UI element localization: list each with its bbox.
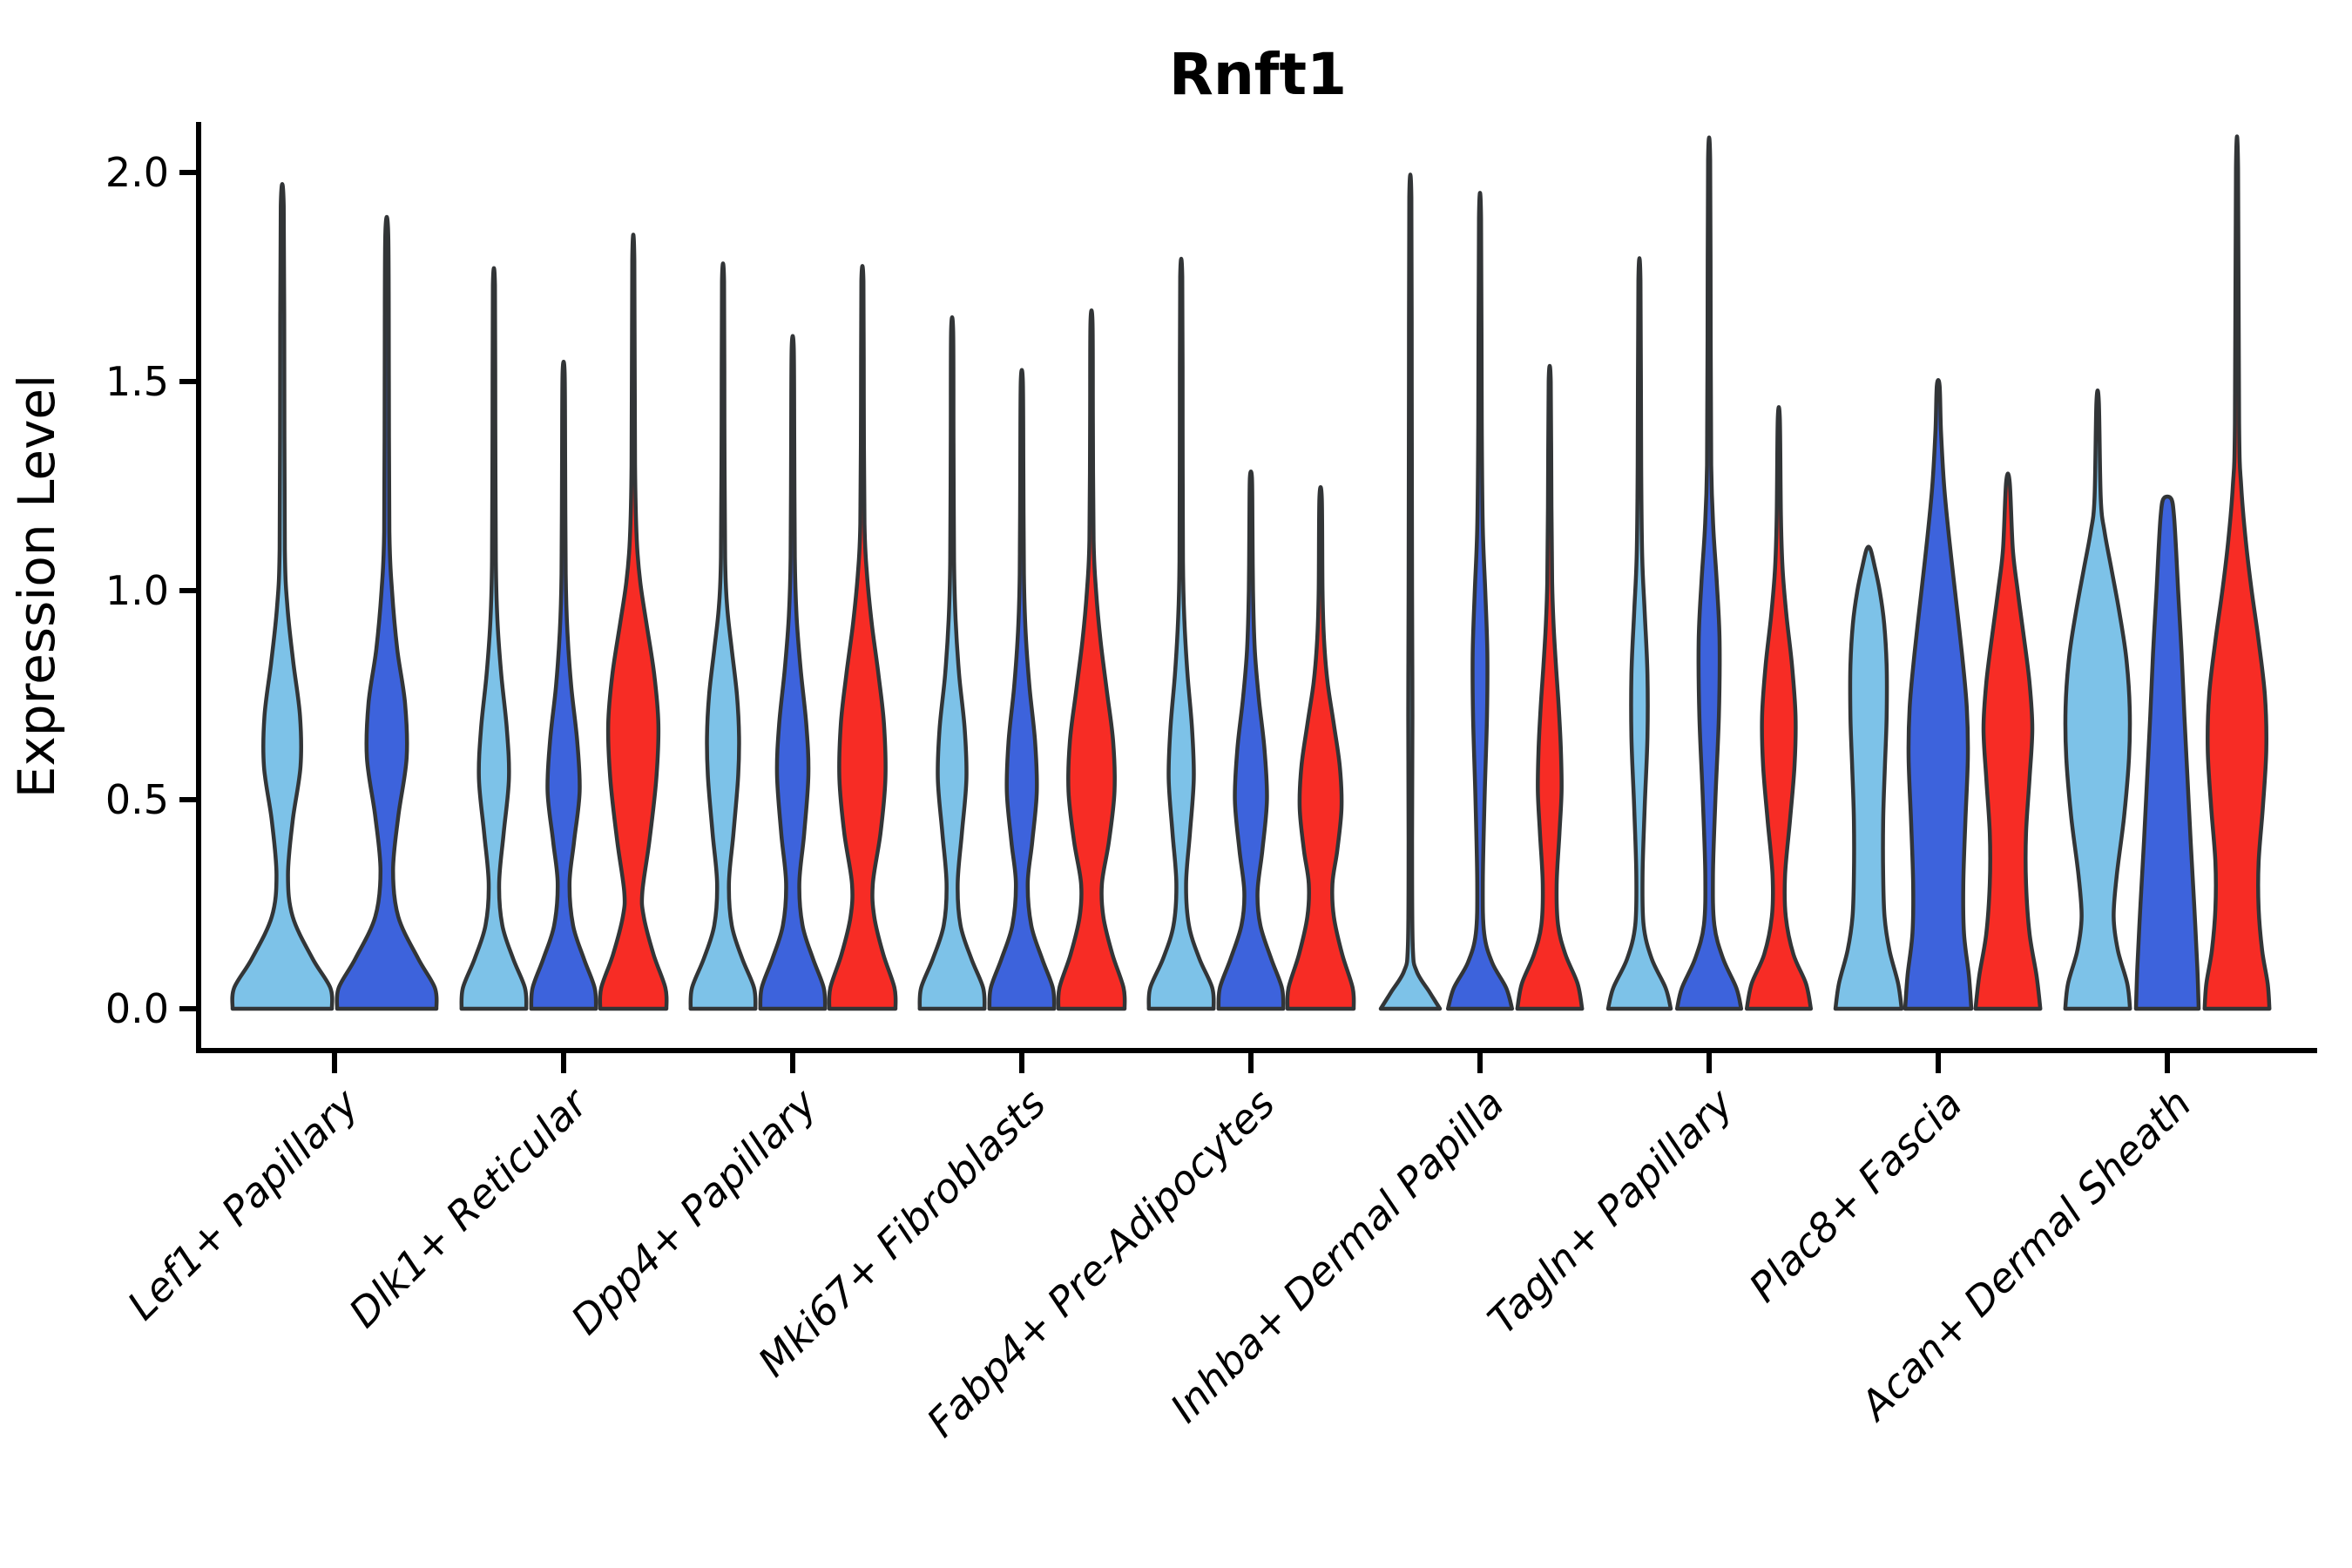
violin-inhba-dermal-papilla-dark_blue <box>1445 191 1515 1011</box>
violin-dlk1-reticular-red <box>598 233 669 1011</box>
y-tick-label: 0.5 <box>105 776 169 823</box>
violin-tagln-papillary-light_blue <box>1605 256 1673 1011</box>
violin-fabp4-pre-adipocytes-light_blue <box>1146 256 1216 1011</box>
y-tick-label: 1.0 <box>105 567 169 614</box>
x-tick-label: Dpp4+ Papillary <box>562 1079 826 1343</box>
violin-acan-dermal-sheath-red <box>2202 134 2272 1011</box>
violin-mki67-fibroblasts-dark_blue <box>987 368 1057 1011</box>
violins-layer <box>230 134 2272 1011</box>
violin-lef1-papillary-dark_blue <box>335 214 439 1011</box>
violin-mki67-fibroblasts-light_blue <box>917 314 987 1011</box>
violin-plac8-fascia-light_blue <box>1833 544 1904 1011</box>
violin-lef1-papillary-light_blue <box>230 182 335 1011</box>
violin-dlk1-reticular-dark_blue <box>529 359 598 1011</box>
y-tick-label: 2.0 <box>105 149 169 196</box>
violin-plac8-fascia-dark_blue <box>1903 377 1974 1011</box>
axes <box>179 122 2317 1073</box>
violin-dpp4-papillary-red <box>827 264 898 1011</box>
violin-inhba-dermal-papilla-red <box>1515 363 1585 1011</box>
violin-inhba-dermal-papilla-light_blue <box>1378 172 1443 1011</box>
violin-dpp4-papillary-light_blue <box>688 261 758 1011</box>
y-tick-label: 0.0 <box>105 985 169 1032</box>
violin-dpp4-papillary-dark_blue <box>758 334 828 1011</box>
x-tick-label: Tagln+ Papillary <box>1478 1079 1742 1343</box>
violin-acan-dermal-sheath-light_blue <box>2063 388 2132 1011</box>
y-axis-label: Expression Level <box>7 375 66 798</box>
x-tick-label: Lef1+ Papillary <box>118 1079 368 1328</box>
violin-acan-dermal-sheath-dark_blue <box>2133 494 2201 1011</box>
violin-dlk1-reticular-light_blue <box>459 266 529 1011</box>
violin-fabp4-pre-adipocytes-red <box>1285 484 1356 1011</box>
violin-fabp4-pre-adipocytes-dark_blue <box>1216 469 1286 1011</box>
y-tick-label: 1.5 <box>105 358 169 405</box>
violin-tagln-papillary-dark_blue <box>1674 135 1744 1011</box>
x-tick-label: Dlk1+ Reticular <box>340 1078 598 1336</box>
violin-plac8-fascia-red <box>1973 471 2043 1011</box>
chart-title: Rnft1 <box>1169 41 1347 108</box>
violin-tagln-papillary-red <box>1744 405 1814 1011</box>
violin-mki67-fibroblasts-red <box>1056 308 1127 1011</box>
x-tick-label: Plac8+ Fascia <box>1740 1080 1970 1311</box>
